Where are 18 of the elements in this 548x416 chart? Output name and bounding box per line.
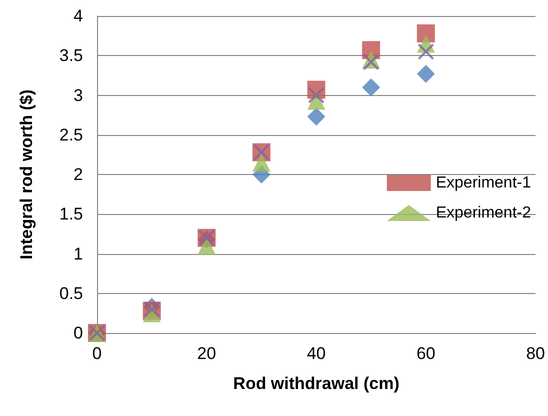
y-tick-label: 3	[74, 86, 83, 105]
x-tick-label: 0	[92, 344, 102, 363]
x-tick-label: 60	[416, 344, 436, 363]
y-tick-label: 1.5	[59, 204, 83, 224]
y-axis-title: Integral rod worth ($)	[17, 90, 36, 260]
y-tick-label: 2.5	[59, 125, 83, 144]
legend-label: Experiment-2	[436, 204, 532, 222]
y-tick-label: 4	[74, 6, 83, 26]
x-tick-label: 20	[197, 344, 216, 363]
y-tick-label: 3.5	[59, 46, 83, 66]
x-tick-label: 40	[306, 344, 326, 363]
y-tick-label: 0	[74, 324, 83, 342]
x-tick-label: 80	[526, 344, 546, 363]
legend-label: Experiment-1	[436, 174, 532, 192]
y-tick-label: 0.5	[59, 284, 83, 303]
x-axis-title: Rod withdrawal (cm)	[233, 374, 400, 393]
y-tick-label: 1	[74, 244, 83, 264]
y-tick-label: 2	[74, 165, 83, 184]
